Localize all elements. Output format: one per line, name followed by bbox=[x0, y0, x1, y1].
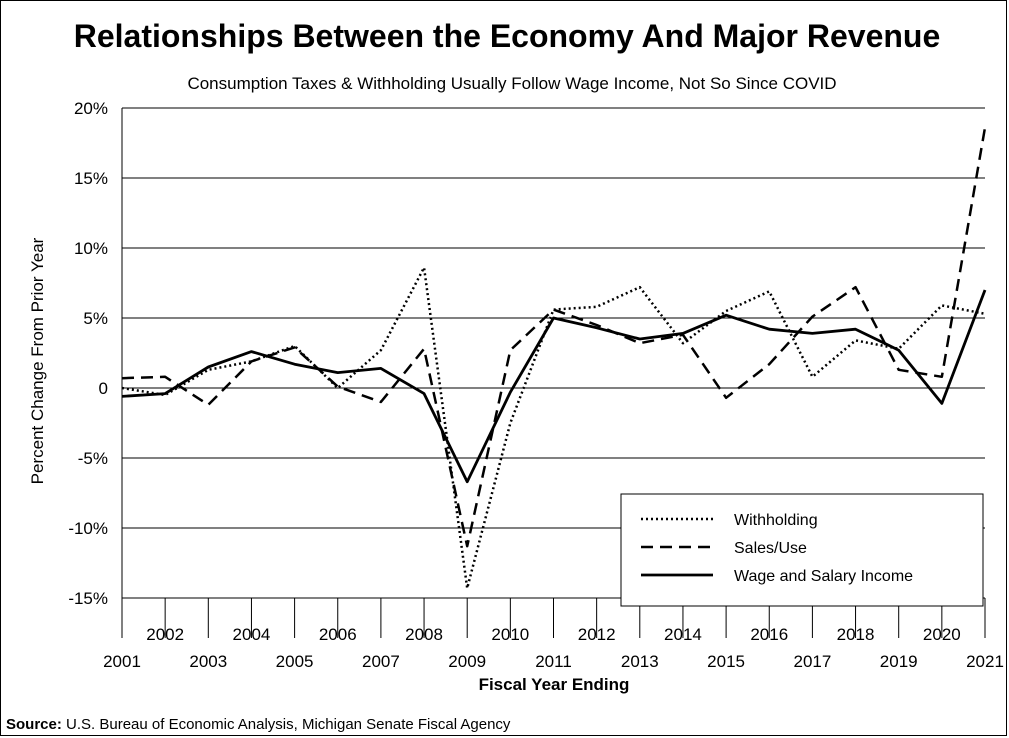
x-tick-label: 2019 bbox=[880, 652, 918, 671]
legend-label: Sales/Use bbox=[734, 540, 807, 557]
x-tick-label: 2015 bbox=[707, 652, 745, 671]
x-axis-ticks: 2002 2004 2006 2008 2010 2012 2014 2016 2018 2020… bbox=[103, 598, 1004, 671]
source-note: Source: U.S. Bureau of Economic Analysis… bbox=[6, 716, 510, 733]
y-tick-label: 10% bbox=[74, 239, 108, 258]
x-tick-label: 2013 bbox=[621, 652, 659, 671]
x-tick-label: 2008 bbox=[405, 625, 443, 644]
x-tick-label: 2021 bbox=[966, 652, 1004, 671]
legend: Withholding Sales/Use Wage and Salary Inco… bbox=[620, 493, 984, 607]
x-tick-label: 2003 bbox=[189, 652, 227, 671]
y-tick-label: -15% bbox=[68, 589, 108, 608]
x-tick-label: 2006 bbox=[319, 625, 357, 644]
x-tick-label: 2016 bbox=[750, 625, 788, 644]
y-tick-label: 20% bbox=[74, 99, 108, 118]
x-tick-label: 2001 bbox=[103, 652, 141, 671]
x-tick-label: 2005 bbox=[276, 652, 314, 671]
y-tick-label: -5% bbox=[78, 449, 108, 468]
x-tick-label: 2017 bbox=[793, 652, 831, 671]
y-tick-label: 5% bbox=[83, 309, 108, 328]
x-tick-label: 2009 bbox=[448, 652, 486, 671]
x-tick-label: 2002 bbox=[146, 625, 184, 644]
y-tick-label: -10% bbox=[68, 519, 108, 538]
y-tick-label: 0 bbox=[99, 379, 108, 398]
series-line-wage-and-salary-income bbox=[121, 289, 987, 484]
source-text: U.S. Bureau of Economic Analysis, Michig… bbox=[61, 716, 511, 733]
chart-subtitle: Consumption Taxes & Withholding Usually … bbox=[187, 74, 836, 93]
x-tick-label: 2018 bbox=[837, 625, 875, 644]
x-tick-label: 2010 bbox=[491, 625, 529, 644]
x-tick-label: 2004 bbox=[233, 625, 271, 644]
gridlines bbox=[121, 107, 985, 599]
source-label: Source: bbox=[6, 716, 62, 733]
x-tick-label: 2012 bbox=[578, 625, 616, 644]
x-tick-label: 2007 bbox=[362, 652, 400, 671]
legend-label: Withholding bbox=[734, 512, 818, 529]
chart-title: Relationships Between the Economy And Ma… bbox=[74, 18, 941, 54]
x-tick-label: 2011 bbox=[535, 652, 572, 671]
y-axis-title: Percent Change From Prior Year bbox=[28, 237, 47, 484]
x-axis-title: Fiscal Year Ending bbox=[479, 675, 630, 694]
x-tick-label: 2020 bbox=[923, 625, 961, 644]
x-tick-label: 2014 bbox=[664, 625, 702, 644]
series-line-withholding bbox=[121, 266, 986, 590]
legend-box bbox=[620, 493, 984, 607]
series-line-sales-use bbox=[121, 127, 987, 548]
y-tick-label: 15% bbox=[74, 169, 108, 188]
y-axis-ticks: 20% 15% 10% 5% 0 -5% -10% -15% bbox=[68, 99, 108, 608]
legend-label: Wage and Salary Income bbox=[734, 568, 913, 585]
series-lines bbox=[121, 127, 987, 590]
